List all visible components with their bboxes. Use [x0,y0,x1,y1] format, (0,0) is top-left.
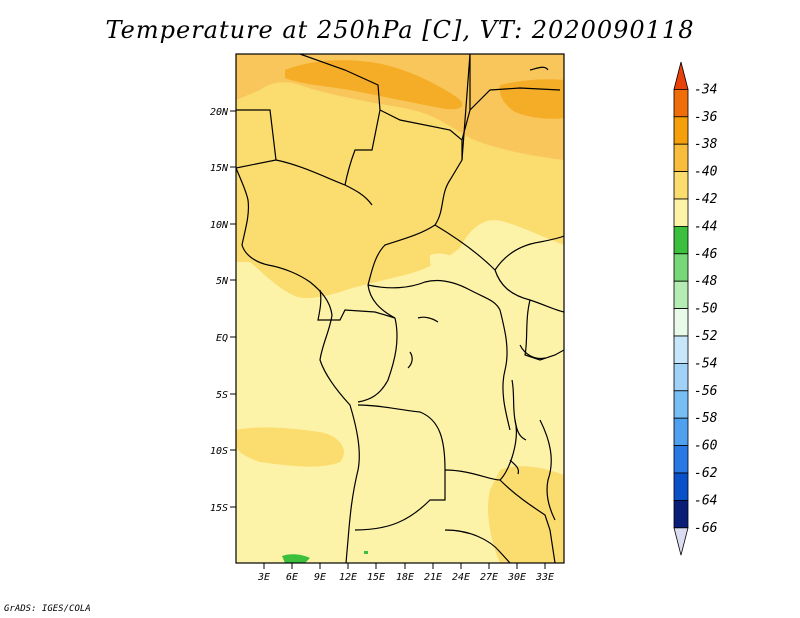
lake-tanganyika [511,379,527,441]
colorbar-segment [673,143,689,172]
border-mozambique [499,479,556,563]
border-cameroon-congo [317,289,396,321]
field-minus-44-46-speck [364,551,368,554]
lon-tick-label: 9E [314,572,326,583]
colorbar: -34 -36 -38 -40 -42 -44 -46 -48 -50 -52 -54 -56 -58 -… [673,61,718,556]
lat-tick-label: 15S [210,503,228,514]
border-sudan-north [469,87,561,111]
colorbar-segment [673,198,689,227]
colorbar-segment [673,308,689,337]
colorbar-label: -38 [694,137,718,152]
colorbar-label: -52 [694,329,718,344]
colorbar-label: -44 [694,219,717,234]
colorbar-segment [673,390,689,419]
field-minus-44-46 [282,554,310,563]
colorbar-segment [673,417,689,447]
lon-tick-label: 21E [424,572,442,583]
lon-tick-label: 24E [452,572,470,583]
colorbar-label: -62 [694,466,718,481]
colorbar-label: -60 [694,439,718,454]
lon-tick-label: 18E [396,572,414,583]
river-segment-2 [407,351,413,369]
field-minus-40-southwest [236,427,344,467]
lon-tick-label: 30E [507,572,526,583]
colorbar-label: -50 [694,302,718,317]
map-frame [235,53,565,564]
country-borders [236,54,564,563]
colorbar-segment [673,362,689,392]
border-congo-drc [357,317,398,403]
colorbar-segment [673,253,689,282]
west-coastline [236,167,360,563]
lon-tick-label: 15E [367,572,385,583]
lake-victoria-west [519,344,546,360]
border-niger-algeria [299,54,381,186]
colorbar-label: -64 [694,493,717,508]
colorbar-segment [673,225,689,255]
border-mauritania-mali [236,109,277,169]
border-libya-egypt [461,54,471,161]
colorbar-segment [673,335,689,364]
border-zambia-drc [444,419,517,481]
border-angola [354,404,446,531]
colorbar-label: -56 [694,384,718,399]
colorbar-segment [673,445,689,474]
colorbar-label: -46 [694,247,718,262]
lat-tick-label: 15N [210,163,229,174]
colorbar-segment [673,171,689,200]
colorbar-label: -42 [694,192,718,207]
lon-tick-label: 3E [257,572,270,583]
grads-credit: GrADS: IGES/COLA [4,604,91,614]
colorbar-label: -36 [694,110,718,125]
lat-axis: 20N 15N 10N 5N EQ 5S 10S 15S [210,107,236,514]
colorbar-label: -40 [694,165,718,180]
lon-tick-label: 6E [286,572,298,583]
colorbar-segment [673,116,689,145]
colorbar-segment [673,499,689,529]
lat-tick-label: 5S [216,390,228,401]
border-uganda-kenya [524,299,564,361]
lat-tick-label: 5N [216,276,229,287]
lon-tick-label: 12E [339,572,357,583]
colorbar-segment [673,472,689,501]
field-minus-38-core [285,60,463,110]
field-minus-40-southeast [488,466,564,563]
colorbar-segment [673,89,689,118]
colorbar-label: -66 [694,521,718,536]
border-zambia-south [444,529,511,563]
lon-tick-label: 27E [480,572,498,583]
colorbar-label: -58 [694,411,718,426]
temperature-field [236,54,564,563]
field-minus-42-patch [429,253,475,292]
border-south-sudan-east [494,235,564,271]
colorbar-label: -48 [694,274,718,289]
lat-tick-label: EQ [216,333,228,344]
lon-axis: 3E 6E 9E 12E 15E 18E 21E 24E 27E 30E 33E [257,563,554,583]
colorbar-top-arrow [673,61,689,90]
river-segment-1 [417,316,439,323]
chart-title: Temperature at 250hPa [C], VT: 202009011… [105,16,695,44]
lat-tick-label: 10S [210,446,228,457]
lat-tick-label: 10N [210,220,229,231]
border-chad [367,109,463,319]
colorbar-bottom-arrow [673,527,689,556]
red-sea-coast [529,66,549,71]
lat-tick-label: 20N [210,107,229,118]
colorbar-label: -34 [694,82,717,97]
lake-malawi [539,419,556,521]
lake-mweru [509,459,520,475]
colorbar-label: -54 [694,356,717,371]
border-car-south-sudan [434,224,564,313]
colorbar-segment [673,280,689,310]
border-car-drc [367,279,501,311]
lon-tick-label: 33E [535,572,554,583]
border-drc-east [499,309,511,431]
